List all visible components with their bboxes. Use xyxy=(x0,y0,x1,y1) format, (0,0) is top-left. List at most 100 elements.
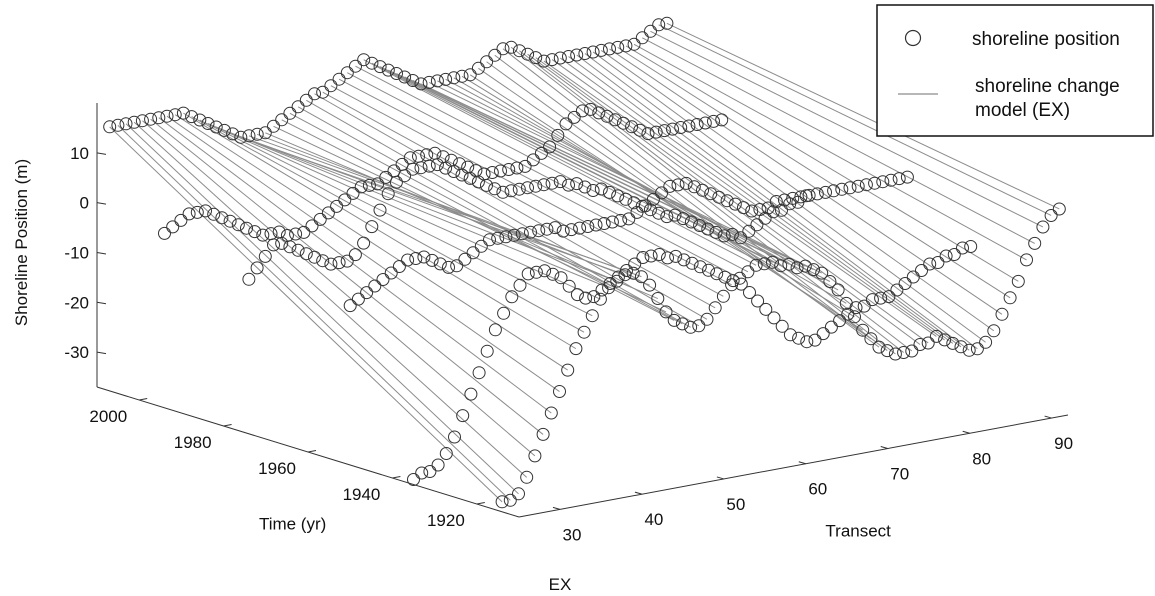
shoreline-point xyxy=(799,189,813,203)
model-line xyxy=(281,119,675,321)
z-tick xyxy=(96,301,107,305)
shoreline-point xyxy=(627,196,641,210)
shoreline-point xyxy=(548,221,562,235)
shoreline-point xyxy=(634,270,648,284)
shoreline-point xyxy=(715,113,729,127)
shoreline-point xyxy=(823,275,837,288)
shoreline-point xyxy=(659,305,673,319)
shoreline-point xyxy=(499,230,513,244)
shoreline-point xyxy=(275,113,289,127)
shoreline-point xyxy=(585,309,599,323)
shoreline-point xyxy=(593,292,607,306)
shoreline-point xyxy=(365,56,379,70)
shoreline-point xyxy=(696,183,709,197)
shoreline-point xyxy=(700,312,714,326)
shoreline-point xyxy=(507,228,521,242)
shoreline-point xyxy=(570,288,584,302)
shoreline-point xyxy=(767,311,781,325)
shoreline-point xyxy=(521,267,535,281)
shoreline-point xyxy=(652,248,666,261)
z-tick-label: -30 xyxy=(64,343,89,362)
shoreline-point xyxy=(308,87,321,101)
shoreline-point xyxy=(135,114,149,128)
shoreline-point xyxy=(897,346,911,359)
model-line xyxy=(347,72,740,279)
shoreline-point xyxy=(545,53,559,67)
shoreline-point xyxy=(644,249,658,263)
shoreline-point xyxy=(351,292,365,306)
shoreline-point xyxy=(859,178,873,192)
shoreline-point xyxy=(453,157,466,171)
shoreline-point xyxy=(569,342,583,356)
shoreline-point xyxy=(488,182,502,196)
shoreline-point xyxy=(407,473,420,486)
shoreline-point xyxy=(849,301,863,315)
shoreline-point xyxy=(455,69,469,83)
shoreline-point xyxy=(392,260,406,273)
shoreline-point xyxy=(841,307,855,321)
shoreline-point xyxy=(272,225,286,239)
shoreline-point xyxy=(636,251,650,264)
shoreline-point xyxy=(496,42,510,56)
z-tick xyxy=(96,152,107,155)
model-line xyxy=(666,22,1060,210)
shoreline-point xyxy=(258,249,272,263)
shoreline-point xyxy=(603,277,617,290)
model-line xyxy=(330,85,724,297)
shoreline-point xyxy=(1052,202,1066,216)
shoreline-point xyxy=(472,366,486,380)
shoreline-point xyxy=(1011,274,1025,288)
shoreline-point xyxy=(931,256,945,269)
shoreline-point xyxy=(381,187,395,201)
shoreline-point xyxy=(521,181,534,195)
shoreline-point xyxy=(702,263,715,277)
shoreline-point xyxy=(528,449,542,463)
shoreline-point xyxy=(962,343,976,357)
shoreline-point xyxy=(360,286,374,300)
shoreline-point xyxy=(581,220,595,233)
shoreline-point xyxy=(956,241,969,255)
shoreline-point xyxy=(579,291,593,305)
shoreline-point xyxy=(463,68,477,82)
shoreline-point xyxy=(584,102,598,116)
shoreline-point xyxy=(692,319,706,333)
shoreline-point xyxy=(439,447,453,460)
shoreline-point xyxy=(815,266,829,280)
shoreline-point xyxy=(888,347,902,361)
shoreline-point xyxy=(485,166,499,179)
legend-label-model-line2: model (EX) xyxy=(975,100,1070,121)
shoreline-point xyxy=(119,117,133,131)
shoreline-point xyxy=(562,178,575,192)
model-line xyxy=(519,50,913,352)
shoreline-point xyxy=(668,208,682,222)
shoreline-point xyxy=(717,229,731,243)
shoreline-point xyxy=(603,42,616,56)
shoreline-point xyxy=(417,250,431,264)
model-line xyxy=(314,93,708,320)
shoreline-point xyxy=(297,225,311,239)
shoreline-point xyxy=(635,199,649,213)
y-tick-label: 1920 xyxy=(427,511,465,530)
shoreline-point xyxy=(742,224,756,238)
shoreline-point xyxy=(240,221,253,235)
shoreline-point xyxy=(503,493,517,507)
model-line xyxy=(658,24,1052,216)
shoreline-point xyxy=(915,264,928,277)
shoreline-point xyxy=(313,212,327,226)
shoreline-point xyxy=(494,164,507,178)
shoreline-point xyxy=(750,218,764,232)
shoreline-point xyxy=(174,213,188,227)
shoreline-point xyxy=(652,18,666,32)
shoreline-point xyxy=(521,47,535,61)
model-line xyxy=(543,60,937,337)
shoreline-point xyxy=(929,329,943,343)
model-line xyxy=(215,126,609,289)
shoreline-point xyxy=(348,248,362,262)
z-tick-label: -10 xyxy=(64,243,89,262)
shoreline-point xyxy=(267,119,280,133)
shoreline-point xyxy=(946,336,960,350)
shoreline-point xyxy=(433,257,447,271)
shoreline-point xyxy=(258,126,272,140)
model-line xyxy=(379,66,773,263)
shoreline-point xyxy=(168,108,182,122)
